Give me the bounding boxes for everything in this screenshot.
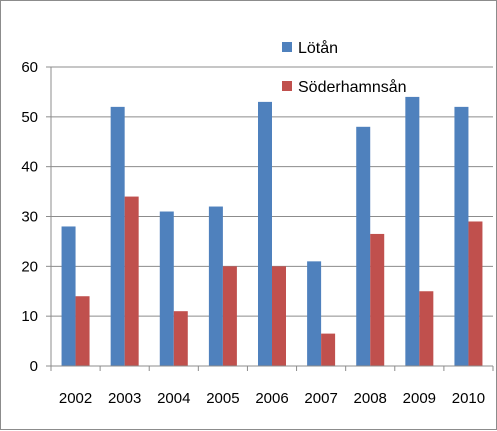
x-tick-label-2009: 2009 [403, 390, 436, 407]
x-tick-label-2006: 2006 [255, 390, 288, 407]
y-tick-label: 50 [21, 109, 38, 126]
x-axis-ticks: 2002 2003 2004 2005 2006 2007 2008 2009 2010 [50, 366, 494, 407]
bar-lotan-2008 [356, 126, 371, 366]
bar-soderhamnsan-2003 [124, 196, 139, 366]
x-tick-label-2010: 2010 [452, 390, 485, 407]
y-tick-label: 40 [21, 159, 38, 176]
bar-soderhamnsan-2002 [75, 296, 90, 366]
bar-lotan-2010 [454, 106, 469, 366]
bar-soderhamnsan-2009 [419, 291, 434, 366]
bar-lotan-2009 [405, 96, 420, 367]
bar-lotan-2006 [258, 101, 272, 366]
bar-lotan-2007 [307, 261, 322, 366]
x-tick-label-2003: 2003 [108, 390, 141, 407]
bar-soderhamnsan-2005 [222, 266, 237, 366]
x-tick-label-2002: 2002 [59, 390, 92, 407]
bars [61, 96, 483, 367]
x-tick-label-2004: 2004 [157, 390, 190, 407]
y-tick-label: 10 [21, 308, 38, 325]
bar-soderhamnsan-2006 [272, 266, 286, 366]
legend-label-lotan: Lötån [298, 39, 338, 57]
bar-lotan-2005 [208, 206, 223, 366]
x-tick-label-2007: 2007 [304, 390, 337, 407]
legend: Lötån Söderhamnsån [282, 39, 407, 96]
bar-soderhamnsan-2008 [370, 233, 385, 366]
legend-label-soderhamnsan: Söderhamnsån [298, 78, 407, 96]
legend-swatch-soderhamnsan [282, 81, 292, 91]
x-tick-label-2008: 2008 [354, 390, 387, 407]
bar-soderhamnsan-2010 [468, 221, 483, 366]
y-tick-label: 30 [21, 209, 38, 226]
y-tick-label: 20 [21, 258, 38, 275]
legend-swatch-lotan [282, 42, 292, 52]
bar-lotan-2004 [159, 211, 174, 366]
y-axis-ticks: 0 10 20 30 40 50 60 [21, 59, 51, 375]
x-tick-label-2005: 2005 [206, 390, 239, 407]
bar-lotan-2002 [61, 226, 76, 366]
bar-soderhamnsan-2007 [321, 333, 336, 366]
y-tick-label: 0 [30, 358, 38, 375]
bar-soderhamnsan-2004 [173, 311, 188, 366]
y-tick-label: 60 [21, 59, 38, 76]
bar-lotan-2003 [110, 106, 125, 366]
